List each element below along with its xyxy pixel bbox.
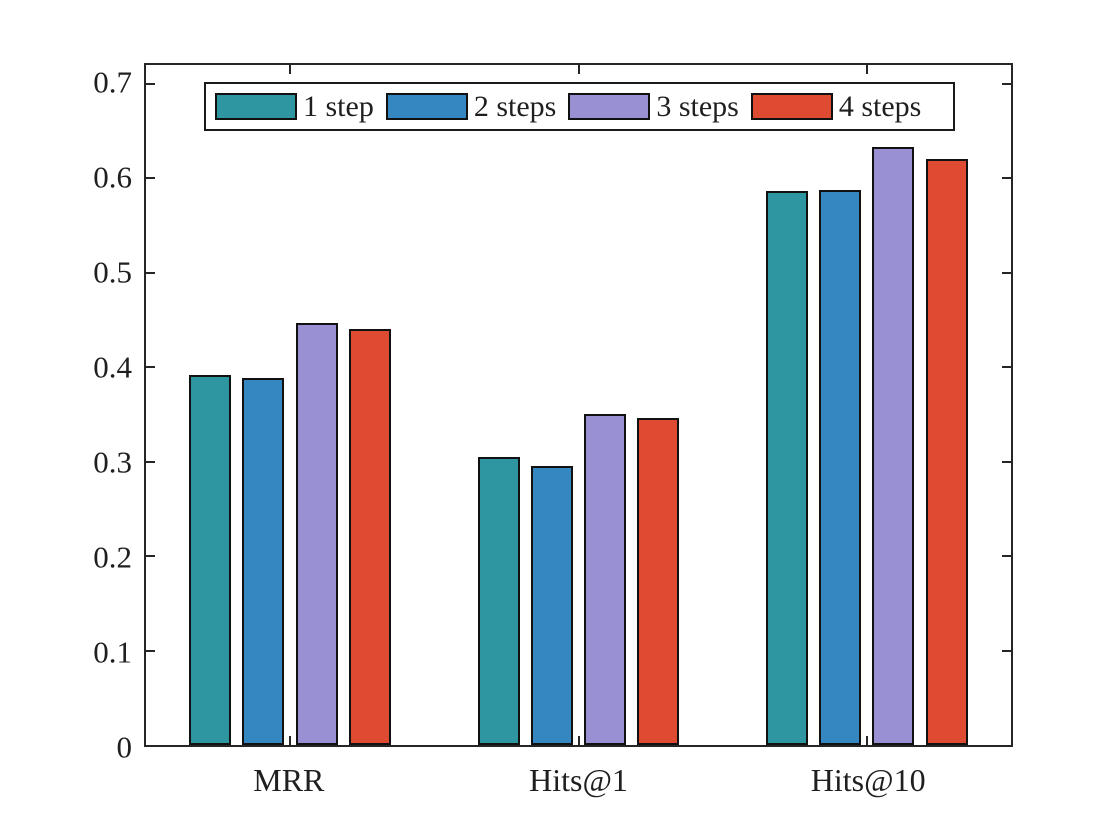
bar-hits-10-2-steps xyxy=(819,189,862,745)
x-tick-mark xyxy=(865,65,868,74)
x-axis-category-label-hits-10: Hits@10 xyxy=(810,762,926,798)
y-tick-mark xyxy=(1002,555,1011,558)
y-axis-tick-labels: 0 0.1 0.2 0.3 0.4 0.5 0.6 0.7 xyxy=(0,63,132,763)
legend-swatch-1-step xyxy=(215,93,297,120)
y-tick-mark xyxy=(146,460,155,463)
y-tick-mark xyxy=(1002,82,1011,85)
bar-mrr-3-steps xyxy=(295,322,338,745)
x-axis-category-label-mrr: MRR xyxy=(253,762,325,798)
legend-swatch-2-steps xyxy=(385,93,468,120)
bar-group-mrr xyxy=(189,65,392,745)
legend: 1 step 2 steps 3 steps 4 steps xyxy=(204,82,955,131)
x-tick-mark xyxy=(865,736,868,745)
bar-hits-1-3-steps xyxy=(584,414,627,745)
y-axis-tick-label: 0.4 xyxy=(93,349,132,385)
legend-item-4-steps: 4 steps xyxy=(750,89,922,123)
bar-hits-1-4-steps xyxy=(637,418,680,745)
y-tick-mark xyxy=(1002,460,1011,463)
y-tick-mark xyxy=(146,271,155,274)
y-tick-mark xyxy=(1002,271,1011,274)
y-axis-tick-label: 0.5 xyxy=(93,254,132,290)
y-axis-tick-label: 0.1 xyxy=(93,634,132,670)
bar-groups xyxy=(146,65,1011,745)
legend-label: 3 steps xyxy=(656,89,739,123)
x-tick-mark xyxy=(289,736,292,745)
y-axis-tick-label: 0.2 xyxy=(93,539,132,575)
legend-label: 2 steps xyxy=(473,89,557,123)
bar-mrr-2-steps xyxy=(242,377,285,745)
y-tick-mark xyxy=(1002,177,1011,180)
x-axis-category-labels: MRR Hits@1 Hits@10 xyxy=(144,762,1013,813)
bar-hits-1-1-step xyxy=(477,456,520,745)
legend-swatch-4-steps xyxy=(750,93,833,120)
x-tick-mark xyxy=(577,736,580,745)
bar-hits-10-1-step xyxy=(765,190,808,745)
bar-hits-10-3-steps xyxy=(872,147,915,745)
y-axis-tick-label: 0.6 xyxy=(93,159,132,195)
legend-label: 4 steps xyxy=(838,89,922,123)
y-tick-mark xyxy=(146,649,155,652)
y-tick-mark xyxy=(146,177,155,180)
y-tick-mark xyxy=(146,555,155,558)
y-tick-mark xyxy=(146,82,155,85)
bar-hits-1-2-steps xyxy=(530,466,573,745)
bar-group-hits-1 xyxy=(477,65,680,745)
x-tick-mark xyxy=(289,65,292,74)
legend-item-2-steps: 2 steps xyxy=(385,89,557,123)
legend-label: 1 step xyxy=(303,89,374,123)
plot-area: 1 step 2 steps 3 steps 4 steps xyxy=(144,63,1013,747)
legend-item-1-step: 1 step xyxy=(215,89,374,123)
y-axis-tick-label: 0.3 xyxy=(93,444,132,480)
bar-group-hits-10 xyxy=(765,65,968,745)
bar-hits-10-4-steps xyxy=(925,158,968,745)
x-tick-mark xyxy=(577,65,580,74)
y-tick-mark xyxy=(1002,366,1011,369)
legend-swatch-3-steps xyxy=(568,93,651,120)
y-tick-mark xyxy=(146,366,155,369)
legend-item-3-steps: 3 steps xyxy=(568,89,739,123)
y-axis-tick-label: 0 xyxy=(116,729,133,765)
x-axis-category-label-hits-1: Hits@1 xyxy=(529,762,628,798)
bar-mrr-4-steps xyxy=(349,329,392,745)
bar-mrr-1-step xyxy=(189,374,232,745)
y-axis-tick-label: 0.7 xyxy=(93,64,132,100)
y-tick-mark xyxy=(1002,649,1011,652)
